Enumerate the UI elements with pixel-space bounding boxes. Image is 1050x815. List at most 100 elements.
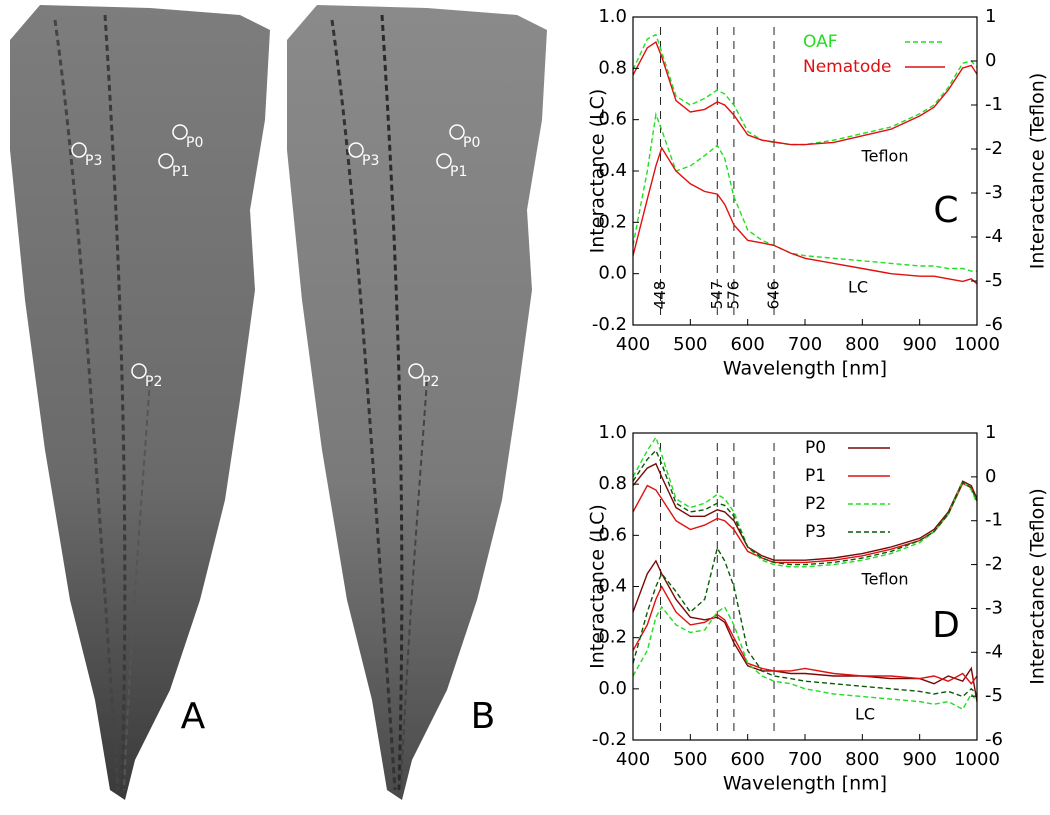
point-marker xyxy=(408,363,424,379)
y2-tick-label: 0 xyxy=(985,50,996,71)
y2-tick-label: -1 xyxy=(985,510,1003,531)
y-tick-label: 0.2 xyxy=(598,627,627,648)
x-axis-title: Wavelength [nm] xyxy=(723,358,887,380)
x-tick-label: 400 xyxy=(616,749,650,770)
annotation: LC xyxy=(855,705,875,724)
point-label: P1 xyxy=(172,164,189,180)
annotation: LC xyxy=(848,278,868,297)
y-tick-label: 1.0 xyxy=(598,6,627,27)
series-line xyxy=(632,546,978,698)
y2-tick-label: -4 xyxy=(985,226,1003,247)
y-tick-label: 0.0 xyxy=(598,263,627,284)
series-line xyxy=(632,146,978,285)
x-tick-label: 900 xyxy=(902,334,936,355)
y2-tick-label: -5 xyxy=(985,270,1003,291)
y2-tick-label: -5 xyxy=(985,685,1003,706)
reference-label: 448 xyxy=(651,281,669,310)
y-tick-label: -0.2 xyxy=(592,729,627,750)
point-marker xyxy=(449,124,465,140)
y-tick-label: 0.4 xyxy=(598,160,627,181)
legend-label: OAF xyxy=(803,32,838,52)
point-marker xyxy=(71,142,87,158)
point-marker xyxy=(158,153,174,169)
point-label: P2 xyxy=(145,374,162,390)
series-line xyxy=(632,462,978,561)
legend-label: P1 xyxy=(805,466,826,486)
point-label: P3 xyxy=(362,153,379,169)
x-tick-label: 1000 xyxy=(954,334,1000,355)
legend-label: P3 xyxy=(805,522,826,542)
panel-label: B xyxy=(471,696,496,737)
x-tick-label: 700 xyxy=(788,749,822,770)
point-marker xyxy=(172,124,188,140)
x-tick-label: 800 xyxy=(845,749,879,770)
panel-label: D xyxy=(932,605,960,646)
x-tick-label: 700 xyxy=(788,334,822,355)
legend-label: P2 xyxy=(805,494,826,514)
annotation: Teflon xyxy=(861,147,909,166)
point-marker xyxy=(348,142,364,158)
y-tick-label: -0.2 xyxy=(592,314,627,335)
y2-tick-label: -6 xyxy=(985,314,1003,335)
point-label: P2 xyxy=(422,374,439,390)
y-tick-label: 1.0 xyxy=(598,422,627,443)
y-tick-label: 0.6 xyxy=(598,109,627,130)
y2-tick-label: 1 xyxy=(985,6,996,27)
y2-tick-label: -3 xyxy=(985,182,1003,203)
point-label: P0 xyxy=(463,135,480,151)
y-tick-label: 0.0 xyxy=(598,678,627,699)
image-a xyxy=(10,5,270,800)
y2-axis-title: Interactance (Teflon) xyxy=(1027,73,1049,270)
y-axis-title: Interactance (LC) xyxy=(587,504,609,669)
series-line xyxy=(632,449,978,566)
x-tick-label: 1000 xyxy=(954,749,1000,770)
x-tick-label: 500 xyxy=(673,334,707,355)
legend-label: Nematode xyxy=(803,57,891,77)
series-line xyxy=(632,111,977,272)
y-tick-label: 0.8 xyxy=(598,473,627,494)
reference-label: 576 xyxy=(724,281,742,310)
y2-tick-label: -1 xyxy=(985,94,1003,115)
y2-tick-label: -2 xyxy=(985,138,1003,159)
point-label: P0 xyxy=(186,135,203,151)
panel-label: C xyxy=(933,190,958,231)
x-tick-label: 600 xyxy=(730,749,764,770)
series-line xyxy=(632,33,978,146)
series-line xyxy=(632,559,978,702)
series-line xyxy=(632,41,978,146)
point-label: P3 xyxy=(85,153,102,169)
reference-label: 646 xyxy=(765,281,783,310)
panel-label: A xyxy=(181,696,206,737)
y2-tick-label: -4 xyxy=(985,641,1003,662)
point-label: P1 xyxy=(450,164,467,180)
legend-label: P0 xyxy=(805,438,826,458)
chart: 400 500 600 700 800 900 1000 1.0 0.8 0.6 0.4 0.2 0.0… xyxy=(587,422,1049,795)
x-axis-title: Wavelength [nm] xyxy=(723,773,887,795)
x-tick-label: 800 xyxy=(845,334,879,355)
y2-tick-label: -6 xyxy=(985,729,1003,750)
y2-axis-title: Interactance (Teflon) xyxy=(1027,488,1049,685)
point-marker xyxy=(131,363,147,379)
reference-label: 547 xyxy=(708,281,726,310)
x-tick-label: 600 xyxy=(730,334,764,355)
point-marker xyxy=(436,153,452,169)
x-tick-label: 900 xyxy=(902,749,936,770)
series-line xyxy=(632,584,978,685)
y-tick-label: 0.2 xyxy=(598,211,627,232)
y-tick-label: 0.4 xyxy=(598,576,627,597)
y2-tick-label: -2 xyxy=(985,554,1003,575)
annotation: Teflon xyxy=(861,570,909,589)
y-tick-label: 0.8 xyxy=(598,57,627,78)
y2-tick-label: 0 xyxy=(985,466,996,487)
y2-tick-label: -3 xyxy=(985,597,1003,618)
y2-tick-label: 1 xyxy=(985,422,996,443)
image-b xyxy=(287,5,547,800)
series-line xyxy=(632,605,978,711)
y-tick-label: 0.6 xyxy=(598,524,627,545)
y-axis-title: Interactance (LC) xyxy=(587,89,609,254)
x-tick-label: 400 xyxy=(616,334,650,355)
x-tick-label: 500 xyxy=(673,749,707,770)
